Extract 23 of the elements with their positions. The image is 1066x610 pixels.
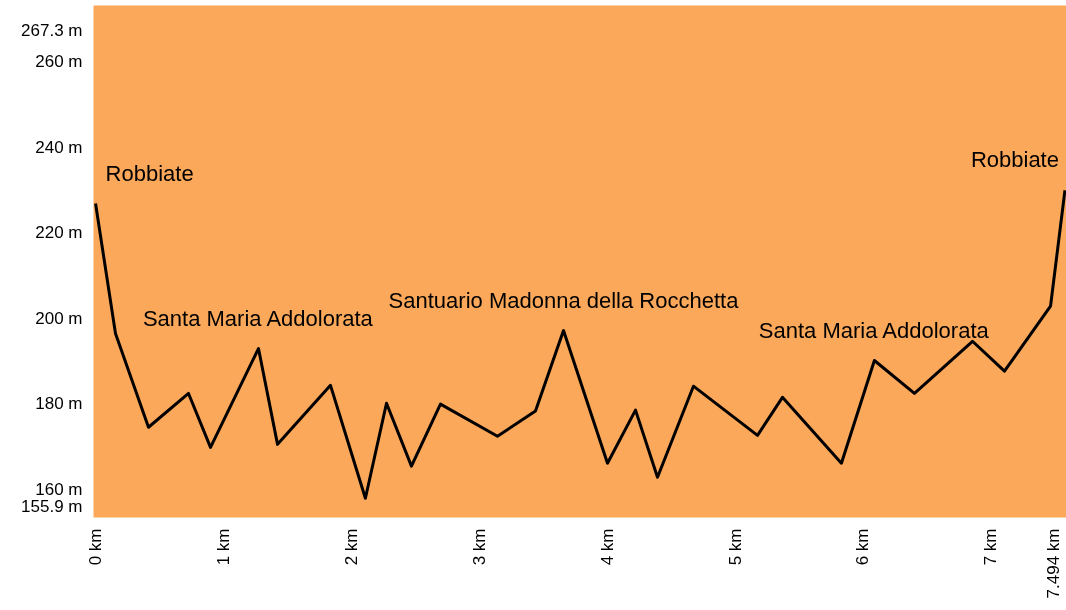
line-series: [94, 188, 1066, 500]
y-tick-label: 160 m: [35, 479, 83, 499]
annotation: Robbiate: [970, 147, 1059, 173]
y-tick-label: 180 m: [35, 394, 83, 414]
y-tick-label: 155.9 m: [21, 497, 83, 517]
x-tick-label: 0 km: [86, 528, 106, 566]
y-tick-label: 267.3 m: [21, 20, 83, 40]
annotation: Robbiate: [105, 160, 194, 186]
y-tick-label: 260 m: [35, 52, 83, 72]
annotation: Santa Maria Addolorata: [758, 317, 990, 343]
x-tick-label: 3 km: [469, 528, 489, 566]
x-tick-label: 6 km: [853, 528, 873, 566]
x-tick-label: 2 km: [341, 528, 361, 566]
annotation: Santuario Madonna della Rocchetta: [388, 287, 740, 313]
annotation: Santa Maria Addolorata: [142, 305, 374, 331]
x-tick-label: 4 km: [597, 528, 617, 566]
y-tick-label: 240 m: [35, 137, 83, 157]
y-tick-label: 200 m: [35, 308, 83, 328]
x-tick-label: 7 km: [981, 528, 1001, 566]
x-tick-label: 5 km: [725, 528, 745, 566]
x-tick-label: 1 km: [213, 528, 233, 566]
x-tick-label: 7.494 km: [1044, 528, 1064, 599]
y-tick-label: 220 m: [35, 223, 83, 243]
